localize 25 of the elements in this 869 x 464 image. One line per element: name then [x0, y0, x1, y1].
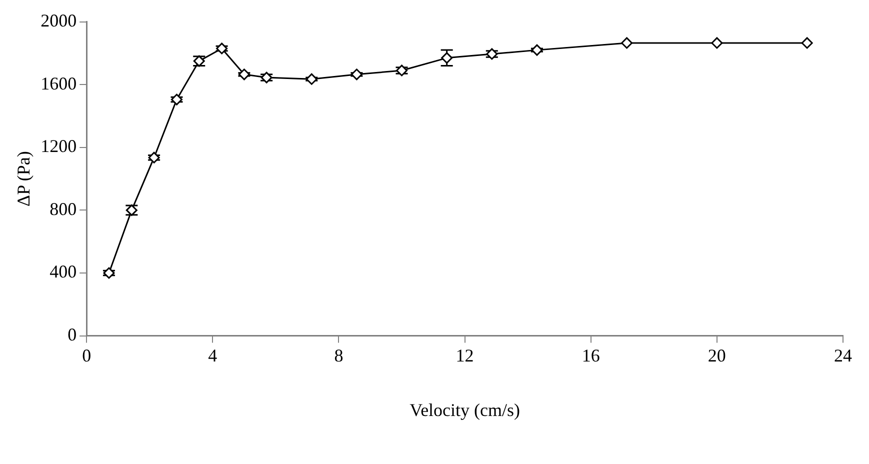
point [801, 37, 813, 49]
point [711, 37, 723, 49]
x-tick-label: 20 [708, 345, 726, 366]
x-tick-label: 8 [334, 345, 344, 366]
y-tick-label: 400 [50, 262, 77, 282]
x-tick-label: 4 [208, 345, 218, 366]
point [621, 37, 633, 49]
x-tick-label: 0 [82, 345, 92, 366]
x-tick-label: 12 [456, 345, 474, 366]
x-axis-title: Velocity (cm/s) [410, 400, 520, 420]
point [148, 152, 160, 164]
y-tick-label: 2000 [40, 10, 77, 31]
x-tick-label: 24 [834, 345, 852, 366]
x-tick-label: 16 [582, 345, 600, 366]
point [350, 68, 362, 80]
point [216, 42, 228, 54]
point [238, 68, 250, 80]
y-tick-label: 800 [50, 198, 77, 219]
point [531, 44, 543, 56]
y-tick-label: 1600 [40, 73, 77, 94]
point [306, 73, 318, 85]
y-axis-title: ΔP (Pa) [14, 151, 34, 207]
point [170, 94, 182, 106]
y-tick-label: 1200 [40, 136, 77, 156]
y-tick-label: 0 [68, 324, 77, 345]
